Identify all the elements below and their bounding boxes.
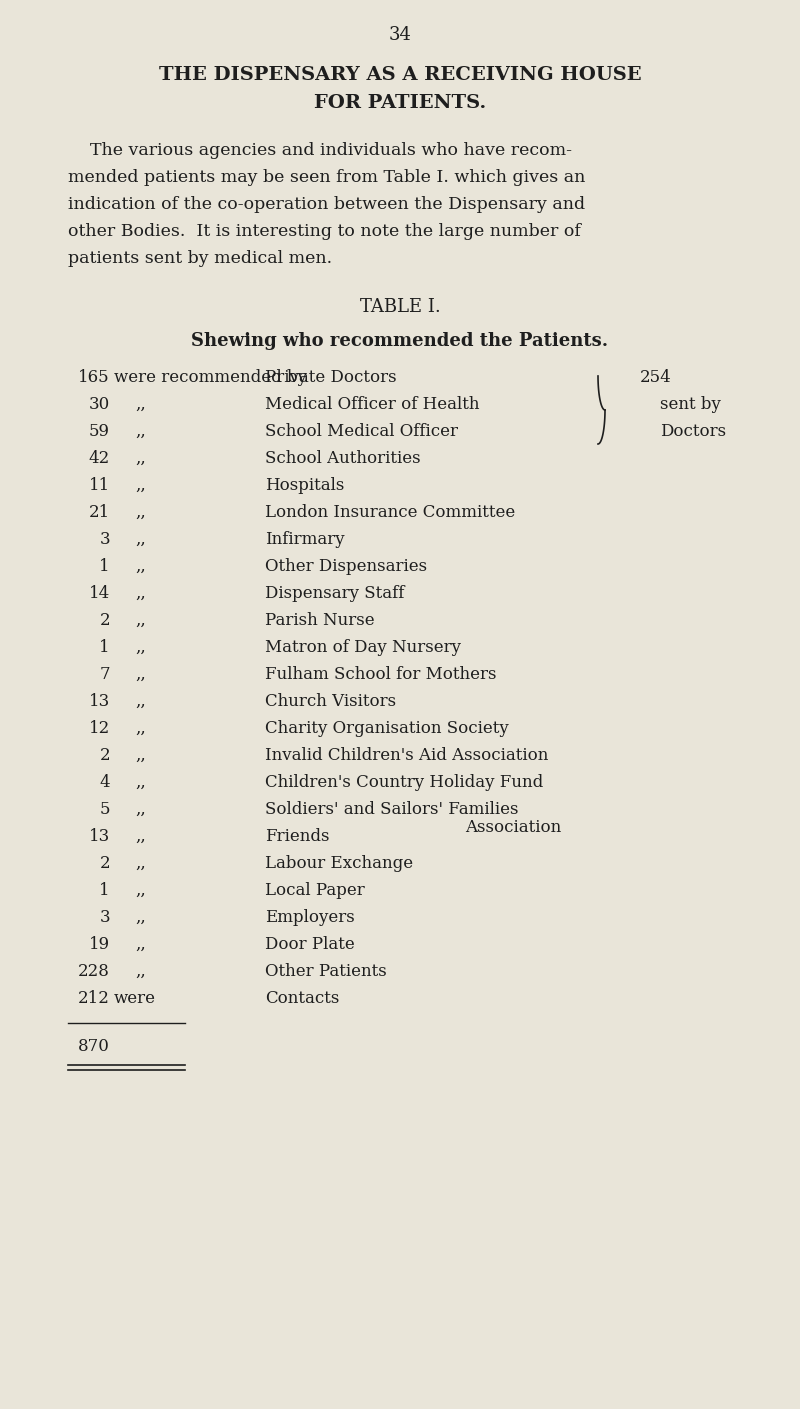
Text: 254: 254 xyxy=(640,369,672,386)
Text: ,,: ,, xyxy=(135,909,146,926)
Text: School Authorities: School Authorities xyxy=(265,449,421,466)
Text: ,,: ,, xyxy=(135,558,146,575)
Text: Infirmary: Infirmary xyxy=(265,531,345,548)
Text: 14: 14 xyxy=(89,585,110,602)
Text: Private Doctors: Private Doctors xyxy=(265,369,397,386)
Text: Door Plate: Door Plate xyxy=(265,936,354,952)
Text: Parish Nurse: Parish Nurse xyxy=(265,612,374,628)
Text: 1: 1 xyxy=(99,640,110,657)
Text: ,,: ,, xyxy=(135,504,146,521)
Text: Local Paper: Local Paper xyxy=(265,882,365,899)
Text: 212: 212 xyxy=(78,991,110,1007)
Text: Hospitals: Hospitals xyxy=(265,478,344,495)
Text: mended patients may be seen from Table I. which gives an: mended patients may be seen from Table I… xyxy=(68,169,586,186)
Text: ,,: ,, xyxy=(135,449,146,466)
Text: 165: 165 xyxy=(78,369,110,386)
Text: ,,: ,, xyxy=(135,774,146,790)
Text: indication of the co-operation between the Dispensary and: indication of the co-operation between t… xyxy=(68,196,585,213)
Text: Labour Exchange: Labour Exchange xyxy=(265,855,413,872)
Text: Soldiers' and Sailors' Families: Soldiers' and Sailors' Families xyxy=(265,800,518,819)
Text: ,,: ,, xyxy=(135,882,146,899)
Text: School Medical Officer: School Medical Officer xyxy=(265,423,458,440)
Text: 2: 2 xyxy=(99,747,110,764)
Text: 870: 870 xyxy=(78,1038,110,1055)
Text: Other Dispensaries: Other Dispensaries xyxy=(265,558,427,575)
Text: Other Patients: Other Patients xyxy=(265,962,386,981)
Text: ,,: ,, xyxy=(135,666,146,683)
Text: were recommended by: were recommended by xyxy=(114,369,307,386)
Text: Fulham School for Mothers: Fulham School for Mothers xyxy=(265,666,497,683)
Text: Church Visitors: Church Visitors xyxy=(265,693,396,710)
Text: Charity Organisation Society: Charity Organisation Society xyxy=(265,720,509,737)
Text: other Bodies.  It is interesting to note the large number of: other Bodies. It is interesting to note … xyxy=(68,223,581,240)
Text: Shewing who recommended the Patients.: Shewing who recommended the Patients. xyxy=(191,333,609,349)
Text: Friends: Friends xyxy=(265,828,330,845)
Text: ,,: ,, xyxy=(135,855,146,872)
Text: 4: 4 xyxy=(99,774,110,790)
Text: ,,: ,, xyxy=(135,396,146,413)
Text: 11: 11 xyxy=(89,478,110,495)
Text: were: were xyxy=(114,991,156,1007)
Text: ,,: ,, xyxy=(135,828,146,845)
Text: 34: 34 xyxy=(389,25,411,44)
Text: ,,: ,, xyxy=(135,585,146,602)
Text: 7: 7 xyxy=(99,666,110,683)
Text: patients sent by medical men.: patients sent by medical men. xyxy=(68,249,332,266)
Text: FOR PATIENTS.: FOR PATIENTS. xyxy=(314,94,486,111)
Text: 12: 12 xyxy=(89,720,110,737)
Text: ,,: ,, xyxy=(135,936,146,952)
Text: 30: 30 xyxy=(89,396,110,413)
Text: Employers: Employers xyxy=(265,909,354,926)
Text: Invalid Children's Aid Association: Invalid Children's Aid Association xyxy=(265,747,548,764)
Text: Children's Country Holiday Fund: Children's Country Holiday Fund xyxy=(265,774,543,790)
Text: ,,: ,, xyxy=(135,423,146,440)
Text: ,,: ,, xyxy=(135,962,146,981)
Text: Doctors: Doctors xyxy=(660,423,726,440)
Text: ,,: ,, xyxy=(135,640,146,657)
Text: ,,: ,, xyxy=(135,612,146,628)
Text: 59: 59 xyxy=(89,423,110,440)
Text: sent by: sent by xyxy=(660,396,721,413)
Text: ,,: ,, xyxy=(135,478,146,495)
Text: 228: 228 xyxy=(78,962,110,981)
Text: ,,: ,, xyxy=(135,693,146,710)
Text: 1: 1 xyxy=(99,882,110,899)
Text: 13: 13 xyxy=(89,828,110,845)
Text: London Insurance Committee: London Insurance Committee xyxy=(265,504,515,521)
Text: Association: Association xyxy=(465,819,562,836)
Text: Medical Officer of Health: Medical Officer of Health xyxy=(265,396,479,413)
Text: TABLE I.: TABLE I. xyxy=(360,297,440,316)
Text: ,,: ,, xyxy=(135,720,146,737)
Text: ,,: ,, xyxy=(135,747,146,764)
Text: Contacts: Contacts xyxy=(265,991,339,1007)
Text: 2: 2 xyxy=(99,612,110,628)
Text: 2: 2 xyxy=(99,855,110,872)
Text: THE DISPENSARY AS A RECEIVING HOUSE: THE DISPENSARY AS A RECEIVING HOUSE xyxy=(158,66,642,85)
Text: Matron of Day Nursery: Matron of Day Nursery xyxy=(265,640,461,657)
Text: ,,: ,, xyxy=(135,800,146,819)
Text: 3: 3 xyxy=(99,531,110,548)
Text: 42: 42 xyxy=(89,449,110,466)
Text: 1: 1 xyxy=(99,558,110,575)
Text: ,,: ,, xyxy=(135,531,146,548)
Text: 19: 19 xyxy=(89,936,110,952)
Text: 5: 5 xyxy=(99,800,110,819)
Text: The various agencies and individuals who have recom-: The various agencies and individuals who… xyxy=(68,142,572,159)
Text: 21: 21 xyxy=(89,504,110,521)
Text: 13: 13 xyxy=(89,693,110,710)
Text: 3: 3 xyxy=(99,909,110,926)
Text: Dispensary Staff: Dispensary Staff xyxy=(265,585,404,602)
